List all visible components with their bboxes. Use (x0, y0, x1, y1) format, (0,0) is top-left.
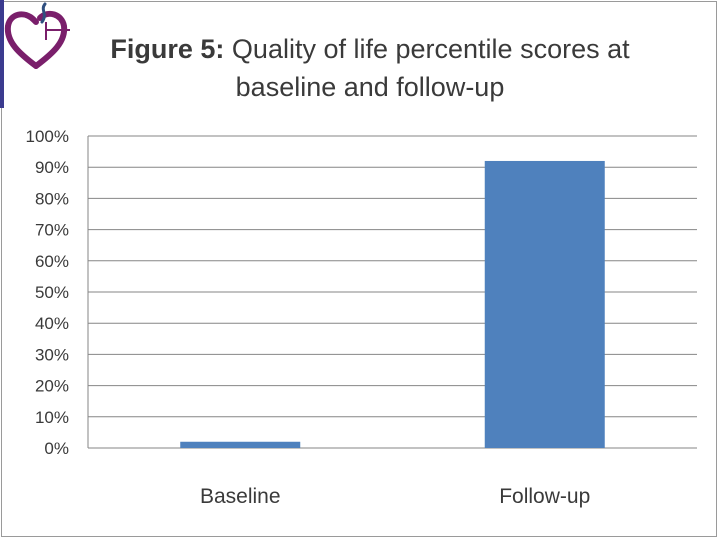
y-tick-label-50: 50% (35, 283, 69, 302)
y-tick-label-60: 60% (35, 252, 69, 271)
y-tick-label-10: 10% (35, 408, 69, 427)
chart-title: Figure 5: Quality of life percentile sco… (110, 30, 630, 106)
title-line-1: Quality of life percentile scores at (231, 34, 630, 64)
y-tick-label-70: 70% (35, 221, 69, 240)
bar-baseline (180, 441, 301, 448)
y-tick-label-80: 80% (35, 189, 69, 208)
y-tick-label-0: 0% (44, 439, 69, 458)
x-category-label-baseline: Baseline (200, 485, 281, 508)
figure-label: Figure 5: (110, 34, 225, 64)
heart-ribbon-logo-icon (4, 2, 70, 69)
slide-edge-tab (0, 0, 4, 108)
y-tick-label-40: 40% (35, 314, 69, 333)
y-tick-label-90: 90% (35, 158, 69, 177)
y-tick-label-20: 20% (35, 377, 69, 396)
y-tick-label-30: 30% (35, 345, 69, 364)
x-category-label-follow-up: Follow-up (499, 485, 590, 508)
title-line-2: baseline and follow-up (235, 72, 505, 102)
y-tick-label-100: 100% (26, 127, 69, 146)
bar-follow-up (484, 160, 605, 448)
